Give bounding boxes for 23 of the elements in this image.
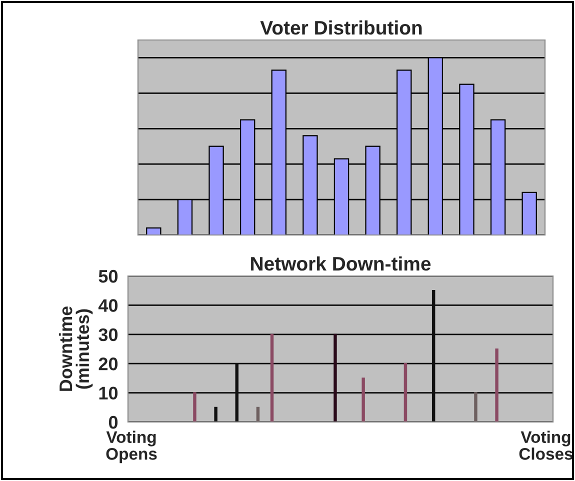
x-tick-label: Voting Opens	[106, 430, 157, 464]
bar	[235, 363, 238, 422]
bar	[474, 392, 478, 422]
bar	[146, 227, 162, 235]
bar	[432, 290, 436, 422]
bar	[193, 392, 196, 422]
y-tick-label: 20	[98, 358, 118, 370]
y-tick-label: 30	[98, 328, 118, 342]
bar	[495, 348, 498, 422]
x-tick-label: Voting Closes	[519, 430, 573, 460]
y-tick-label: 10	[99, 386, 118, 400]
bar	[334, 334, 337, 422]
bar	[270, 334, 274, 422]
chart-title: Network Down-time	[251, 256, 431, 271]
y-axis-title: Downtime (minutes)	[58, 306, 93, 391]
bar	[214, 406, 218, 422]
bar	[256, 406, 260, 422]
y-tick-label: 50	[98, 270, 118, 283]
y-tick-label: 0	[108, 416, 118, 429]
bar	[404, 363, 408, 422]
y-tick-label: 40	[98, 299, 118, 312]
chart-title: Voter Distribution	[260, 20, 422, 35]
bar	[362, 378, 365, 422]
